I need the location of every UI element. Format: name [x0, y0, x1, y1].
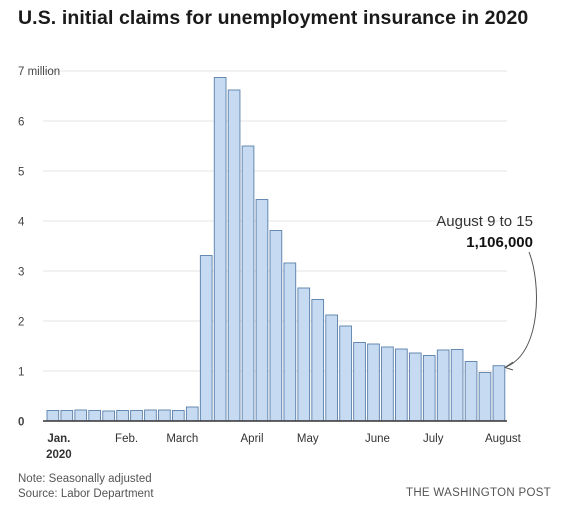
x-tick-label: May: [297, 433, 319, 445]
x-tick-label: Feb.: [115, 433, 138, 445]
note-text: Note: Seasonally adjusted: [18, 473, 152, 485]
bar: [478, 372, 492, 422]
footnote: Note: Seasonally adjusted Source: Labor …: [18, 472, 154, 502]
bar: [311, 299, 325, 422]
y-tick-label: 2: [18, 317, 24, 329]
chart-title: U.S. initial claims for unemployment ins…: [18, 7, 529, 29]
y-tick-label: 3: [18, 267, 24, 279]
x-axis-labels: Jan. 2020 Feb. March April May June July August: [46, 433, 522, 461]
bar: [255, 199, 269, 422]
bars: [46, 77, 506, 422]
bar: [422, 355, 436, 422]
callout-arrow: [505, 251, 537, 368]
x-tick-label: April: [241, 433, 264, 445]
bar: [227, 89, 241, 422]
publisher-credit: THE WASHINGTON POST: [406, 487, 551, 499]
bar: [339, 325, 352, 422]
y-tick-label: 5: [18, 167, 24, 179]
x-tick-label: Jan.: [47, 433, 70, 445]
bar: [185, 406, 199, 422]
source-text: Source: Labor Department: [18, 488, 154, 500]
bar: [102, 410, 115, 422]
x-tick-label: March: [166, 433, 198, 445]
bar: [450, 349, 464, 422]
x-tick-sublabel: 2020: [46, 449, 72, 461]
callout-arrowhead: [503, 361, 514, 371]
bar: [325, 314, 338, 422]
y-axis-labels: 0 1 2 3 4 5 6 7 million: [18, 66, 60, 429]
x-tick-label: June: [365, 433, 390, 445]
bar: [436, 349, 450, 422]
bar: [130, 410, 143, 422]
x-tick-label: July: [423, 433, 444, 445]
callout-label: August 9 to 15: [436, 213, 533, 230]
y-tick-label: 7 million: [18, 66, 60, 78]
bar: [464, 361, 478, 422]
callout-annotation: August 9 to 15 1,106,000: [436, 211, 533, 253]
bar: [172, 410, 185, 422]
bar: [158, 409, 171, 422]
bar: [395, 348, 408, 422]
bar: [269, 230, 283, 422]
y-tick-label: 6: [18, 117, 24, 129]
y-tick-label: 4: [18, 217, 25, 229]
bar: [213, 77, 227, 422]
bar: [116, 410, 129, 422]
bar: [199, 255, 213, 422]
x-tick-label: August: [485, 433, 522, 445]
callout-value: 1,106,000: [466, 234, 533, 251]
bar: [88, 410, 102, 422]
bar: [283, 262, 297, 422]
bar: [60, 410, 74, 422]
bar: [492, 365, 506, 422]
bar: [381, 346, 394, 422]
bar: [367, 343, 380, 422]
bar: [241, 145, 255, 422]
y-tick-label: 0: [18, 417, 24, 429]
bar: [408, 352, 422, 422]
bar: [353, 342, 366, 422]
bar: [297, 287, 311, 422]
bar: [144, 409, 157, 422]
bar: [74, 409, 88, 422]
y-tick-label: 1: [18, 367, 24, 379]
bar: [46, 410, 60, 422]
